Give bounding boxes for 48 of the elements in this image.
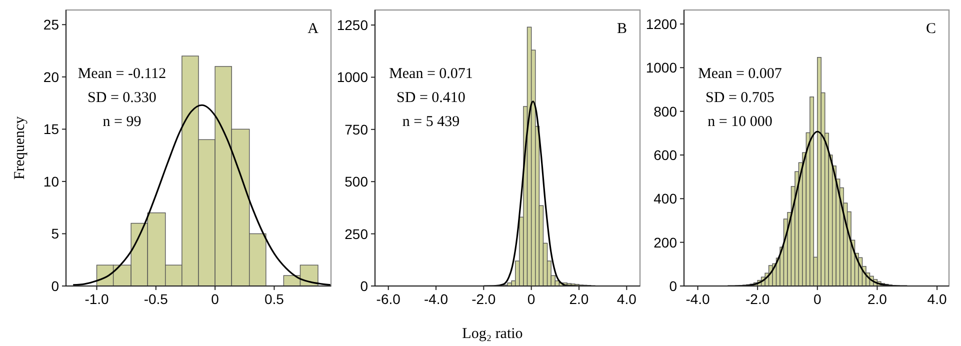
y-tick-label: 600 xyxy=(654,146,678,163)
text: C xyxy=(926,21,936,37)
y-tick-label: 500 xyxy=(344,174,368,190)
y-tick-label: 1000 xyxy=(336,69,368,86)
annotation: n = 5 439 xyxy=(402,114,460,130)
x-tick-label: 2.0 xyxy=(569,291,589,307)
y-tick-label: 1000 xyxy=(646,60,678,76)
x-tick-label: 0 xyxy=(527,291,536,307)
y-tick-label: 1200 xyxy=(646,16,678,32)
y-tick-label: 200 xyxy=(654,234,678,250)
x-tick-label: -4.0 xyxy=(686,291,710,307)
x-tick-label: 0 xyxy=(814,291,822,307)
y-tick-label: 15 xyxy=(43,121,60,138)
y-tick-label: 0 xyxy=(669,278,678,294)
y-tick-label: 10 xyxy=(43,173,60,190)
x-tick-label: -0.5 xyxy=(144,291,168,307)
text: B xyxy=(616,21,628,37)
x-axis-title: Log₂ ratio xyxy=(462,326,523,342)
y-tick-label: 1250 xyxy=(336,17,368,34)
y-tick-label: 25 xyxy=(43,16,60,33)
y-tick-label: 750 xyxy=(344,121,368,138)
x-tick-label: -2.0 xyxy=(746,291,770,307)
y-tick-label: 250 xyxy=(344,226,368,242)
annotation: SD = 0.705 xyxy=(706,90,774,106)
annotation: Mean = -0.112 xyxy=(78,66,166,82)
annotation: Mean = 0.071 xyxy=(389,66,473,82)
annotation: n = 10 000 xyxy=(708,114,772,130)
x-tick-label: -4.0 xyxy=(424,291,448,307)
y-tick-label: 400 xyxy=(654,190,678,207)
y-tick-label: 0 xyxy=(51,278,60,294)
x-tick-label: -6.0 xyxy=(376,291,401,307)
x-tick-label: -1.0 xyxy=(84,291,110,307)
x-tick-label: 0.5 xyxy=(264,291,284,307)
y-tick-label: 800 xyxy=(654,103,678,120)
annotation: n = 99 xyxy=(102,114,142,130)
x-tick-label: 4.0 xyxy=(616,291,637,307)
y-axis-title: Frequency xyxy=(12,116,28,180)
x-tick-label: -2.0 xyxy=(472,291,496,307)
y-tick-label: 0 xyxy=(360,278,368,294)
y-tick-label: 20 xyxy=(43,68,60,85)
text: A xyxy=(308,21,319,37)
annotation: Mean = 0.007 xyxy=(698,66,782,82)
x-tick-label: 0 xyxy=(211,291,220,307)
x-tick-label: 4.0 xyxy=(927,291,947,307)
annotation: SD = 0.330 xyxy=(88,90,156,106)
annotation: SD = 0.410 xyxy=(396,90,466,106)
y-tick-label: 5 xyxy=(51,226,60,242)
x-tick-label: 2.0 xyxy=(867,291,888,307)
